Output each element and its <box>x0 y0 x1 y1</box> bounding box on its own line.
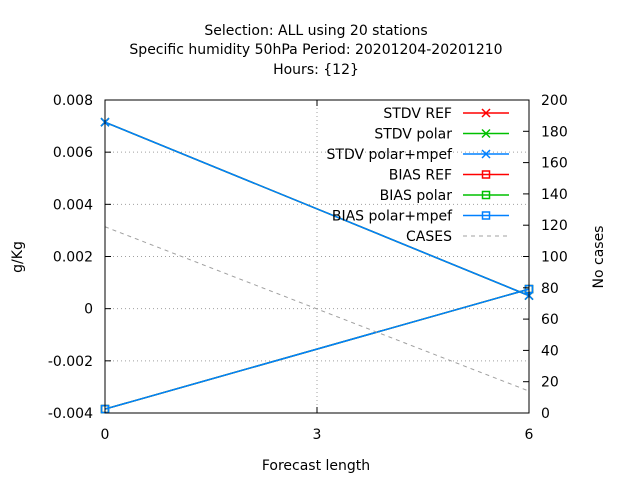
title-line-2: Specific humidity 50hPa Period: 20201204… <box>129 42 502 58</box>
y2-tick-label: 0 <box>541 406 550 422</box>
series-line <box>104 226 530 392</box>
legend-entry: STDV polar+mpef <box>327 147 509 163</box>
series-line <box>104 288 530 410</box>
y2-tick-label: 60 <box>541 312 559 328</box>
series-line <box>104 121 530 297</box>
y-tick-label: 0.008 <box>53 93 93 109</box>
y2-tick-label: 200 <box>541 93 568 109</box>
series-layer <box>100 117 534 414</box>
series-6 <box>104 226 530 392</box>
legend-marker <box>481 149 491 159</box>
y-tick-label: 0 <box>84 302 93 318</box>
legend-label: STDV polar <box>374 127 452 143</box>
y2-tick-label: 40 <box>541 343 559 359</box>
chart-title: Selection: ALL using 20 stations Specifi… <box>129 23 502 78</box>
legend: STDV REF STDV polar STDV polar+mpef BIAS RE… <box>327 106 509 245</box>
y-tick-label: 0.004 <box>53 197 93 213</box>
y2-tick-label: 80 <box>541 281 559 297</box>
title-line-1: Selection: ALL using 20 stations <box>204 23 427 39</box>
x-tick-label: 0 <box>101 427 110 443</box>
legend-entry: BIAS polar <box>380 188 509 204</box>
legend-entry: BIAS REF <box>389 168 509 184</box>
y-tick-label: 0.002 <box>53 250 93 266</box>
y2-tick-label: 120 <box>541 218 568 234</box>
legend-entry: STDV polar <box>374 127 509 143</box>
y2-axis-label: No cases <box>591 226 607 289</box>
x-axis-label: Forecast length <box>262 458 370 474</box>
y-tick-label: 0.006 <box>53 145 93 161</box>
legend-marker <box>481 108 491 118</box>
ticks: -0.004-0.00200.0020.0040.0060.0080204060… <box>48 93 568 443</box>
y2-tick-label: 100 <box>541 250 568 266</box>
legend-marker <box>481 190 491 200</box>
legend-label: STDV REF <box>383 106 452 122</box>
y-tick-label: -0.004 <box>48 406 93 422</box>
y2-tick-label: 160 <box>541 156 568 172</box>
legend-marker <box>481 211 491 220</box>
legend-label: CASES <box>406 229 452 245</box>
x-tick-label: 6 <box>525 427 534 443</box>
legend-entry: BIAS polar+mpef <box>332 209 509 225</box>
y-tick-label: -0.002 <box>48 354 93 370</box>
legend-label: BIAS polar <box>380 188 453 204</box>
legend-label: BIAS polar+mpef <box>332 209 453 225</box>
legend-entry: CASES <box>406 229 509 245</box>
legend-entry: STDV REF <box>383 106 509 122</box>
legend-label: STDV polar+mpef <box>327 147 454 163</box>
y2-tick-label: 20 <box>541 375 559 391</box>
y2-tick-label: 140 <box>541 187 568 203</box>
legend-marker <box>481 128 491 139</box>
title-line-3: Hours: {12} <box>273 62 359 78</box>
legend-label: BIAS REF <box>389 168 452 184</box>
y-axis-label: g/Kg <box>10 241 26 273</box>
legend-marker <box>481 170 491 179</box>
y2-tick-label: 180 <box>541 124 568 140</box>
x-tick-label: 3 <box>313 427 322 443</box>
